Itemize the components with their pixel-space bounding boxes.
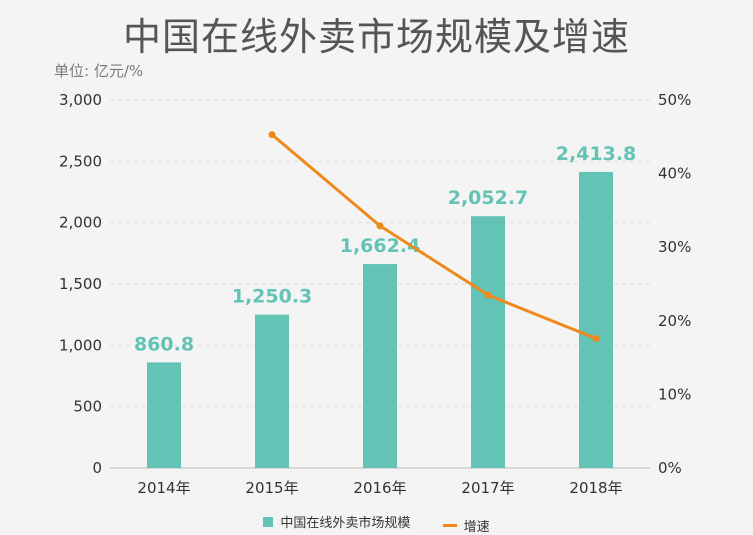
x-tick-label: 2016年 [353,479,406,497]
bar [363,264,397,468]
y-left-tick-label: 3,000 [59,91,102,109]
chart-title: 中国在线外卖市场规模及增速 [122,15,630,59]
growth-point [376,222,384,230]
bar [471,216,505,468]
bar [147,362,181,468]
bar [255,314,289,468]
y-left-tick-label: 1,500 [59,275,102,293]
x-tick-label: 2017年 [461,479,514,497]
legend-swatch-bar [263,516,274,527]
bar [579,171,613,468]
y-left-tick-label: 2,500 [59,152,102,170]
legend-label-bar: 中国在线外卖市场规模 [280,516,411,531]
unit-label: 单位: 亿元/% [54,62,144,80]
y-left-tick-label: 1,000 [59,336,102,354]
y-right-tick-label: 50% [658,91,691,109]
x-tick-label: 2014年 [137,479,190,497]
bar-value-label: 2,413.8 [556,143,637,165]
y-right-tick-label: 30% [658,238,691,256]
growth-point [484,291,492,299]
legend-label-line: 增速 [463,519,490,535]
legend-item-line: 增速 [442,516,490,535]
bar-value-label: 1,662.4 [340,235,421,257]
y-right-tick-label: 20% [658,312,691,330]
growth-point [268,131,276,139]
bar-value-label: 1,250.3 [232,286,313,308]
y-left-tick-label: 0 [92,459,102,477]
growth-point [592,334,600,342]
x-tick-label: 2018年 [569,479,622,497]
bar-value-label: 860.8 [134,333,194,355]
legend-swatch-line [442,523,457,527]
y-right-tick-label: 10% [658,385,691,403]
chart-svg: 0 500 1,000 1,500 2,000 2,500 3,000 0% 10% 20% 30%… [59,91,691,497]
y-right-tick-label: 40% [658,165,691,183]
y-left-tick-label: 500 [73,398,102,416]
y-left-tick-label: 2,000 [59,214,102,232]
y-right-tick-label: 0% [658,459,682,477]
x-tick-label: 2015年 [245,479,298,497]
bar-value-label: 2,052.7 [448,187,529,209]
growth-line [271,133,597,340]
legend-item-bar: 中国在线外卖市场规模 [263,512,410,531]
legend: 中国在线外卖市场规模 增速 [0,512,753,535]
